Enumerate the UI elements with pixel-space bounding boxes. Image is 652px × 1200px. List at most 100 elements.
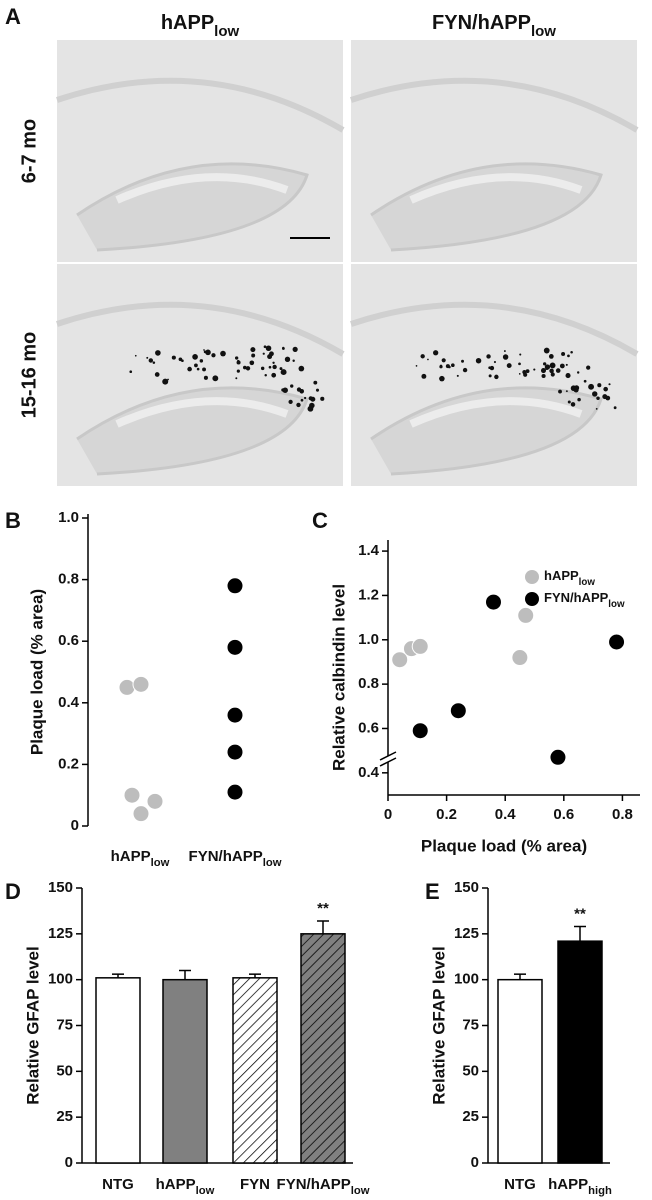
x-tick-label: 0.6 bbox=[553, 806, 574, 823]
plaque bbox=[262, 352, 265, 355]
point bbox=[226, 577, 244, 595]
y-tick-label: 0.8 bbox=[358, 675, 379, 692]
legend-swatch bbox=[525, 592, 539, 606]
row-header: 15-16 mo bbox=[18, 332, 40, 419]
plaque bbox=[549, 368, 554, 374]
x-tick-label: 0.2 bbox=[436, 806, 457, 823]
plaque bbox=[196, 367, 200, 371]
y-tick-label: 25 bbox=[462, 1108, 479, 1125]
plaque bbox=[154, 372, 160, 377]
plaque bbox=[544, 364, 551, 370]
panel-label: D bbox=[5, 879, 21, 904]
legend-label-sub: low bbox=[579, 577, 596, 588]
tissue-contour bbox=[56, 301, 345, 357]
point bbox=[608, 633, 626, 651]
plaque bbox=[148, 358, 154, 363]
tissue-contour bbox=[370, 386, 603, 476]
point bbox=[391, 651, 409, 669]
plaque bbox=[296, 402, 301, 408]
plaque bbox=[451, 363, 455, 368]
x-tick-label-sub: low bbox=[263, 857, 282, 869]
x-axis-label: Plaque load (% area) bbox=[421, 836, 587, 855]
point bbox=[449, 702, 467, 720]
tissue-contour bbox=[350, 77, 639, 133]
y-tick-label: 0 bbox=[471, 1154, 479, 1171]
plaque bbox=[448, 365, 451, 369]
tissue-contour bbox=[115, 397, 289, 428]
plaque bbox=[284, 356, 291, 363]
column-header-main: FYN/hAPP bbox=[432, 12, 531, 34]
y-tick-label: 125 bbox=[454, 925, 479, 942]
plaque bbox=[129, 370, 133, 374]
plaque bbox=[307, 405, 314, 412]
significance-label: ** bbox=[317, 900, 329, 917]
y-tick-label: 75 bbox=[56, 1016, 73, 1033]
plaque bbox=[271, 372, 277, 378]
x-tick-label: 0 bbox=[384, 806, 392, 823]
legend-label: FYN/hAPPlow bbox=[544, 590, 625, 610]
y-tick-label: 25 bbox=[56, 1108, 73, 1125]
plaque bbox=[567, 354, 570, 358]
plaque bbox=[205, 349, 211, 356]
point bbox=[132, 675, 150, 693]
plaque bbox=[272, 361, 275, 364]
x-tick-label-main: FYN/hAPP bbox=[277, 1176, 351, 1193]
y-tick-label: 1.4 bbox=[358, 542, 380, 559]
plaque bbox=[269, 351, 274, 357]
plaque bbox=[420, 354, 425, 359]
plaque bbox=[202, 367, 206, 372]
plaque bbox=[494, 374, 499, 380]
point bbox=[226, 743, 244, 761]
plaque bbox=[178, 357, 183, 362]
plaque bbox=[298, 365, 305, 372]
point bbox=[484, 593, 502, 611]
tissue-contour bbox=[350, 301, 639, 357]
plaque bbox=[203, 349, 205, 351]
plaque bbox=[586, 365, 591, 370]
plaque bbox=[548, 354, 554, 359]
plaque bbox=[475, 357, 482, 364]
plaque bbox=[211, 353, 216, 358]
plaque bbox=[236, 360, 241, 365]
y-tick-label: 125 bbox=[48, 925, 73, 942]
tissue-contour bbox=[76, 386, 309, 476]
plaque bbox=[558, 389, 562, 394]
x-tick-label-sub: low bbox=[151, 857, 170, 869]
plaque bbox=[250, 347, 256, 353]
x-tick-label: FYN/hAPPlow bbox=[277, 1176, 370, 1197]
plaque bbox=[549, 362, 556, 369]
plaque bbox=[567, 400, 571, 404]
plaque bbox=[272, 364, 277, 370]
y-axis-label: Relative GFAP level bbox=[23, 946, 42, 1104]
tissue-contour bbox=[56, 77, 345, 133]
plaque bbox=[152, 361, 156, 364]
plaque bbox=[203, 350, 207, 354]
bar bbox=[300, 933, 346, 1164]
plaque bbox=[489, 365, 495, 371]
plaque bbox=[249, 360, 255, 366]
axis-break bbox=[379, 751, 397, 761]
plaque bbox=[502, 354, 509, 360]
plaque bbox=[242, 365, 247, 370]
plaque bbox=[310, 396, 316, 402]
plaque bbox=[220, 350, 226, 357]
x-tick-label-main: hAPP bbox=[111, 848, 151, 865]
plaque bbox=[421, 373, 427, 379]
axis-break bbox=[378, 756, 398, 762]
plaque bbox=[540, 368, 547, 374]
plaque bbox=[456, 374, 459, 377]
plaque bbox=[268, 365, 272, 369]
plaque bbox=[415, 365, 418, 367]
plaque bbox=[313, 380, 318, 385]
plaque bbox=[260, 366, 265, 371]
plaque bbox=[603, 386, 608, 392]
y-tick-label: 50 bbox=[462, 1062, 479, 1079]
bar bbox=[232, 977, 278, 1164]
bar bbox=[497, 978, 543, 1164]
point bbox=[226, 706, 244, 724]
plaque bbox=[565, 390, 568, 393]
plaque bbox=[146, 356, 149, 359]
plaque bbox=[162, 378, 169, 385]
plaque bbox=[299, 389, 305, 394]
plaque bbox=[134, 354, 137, 357]
